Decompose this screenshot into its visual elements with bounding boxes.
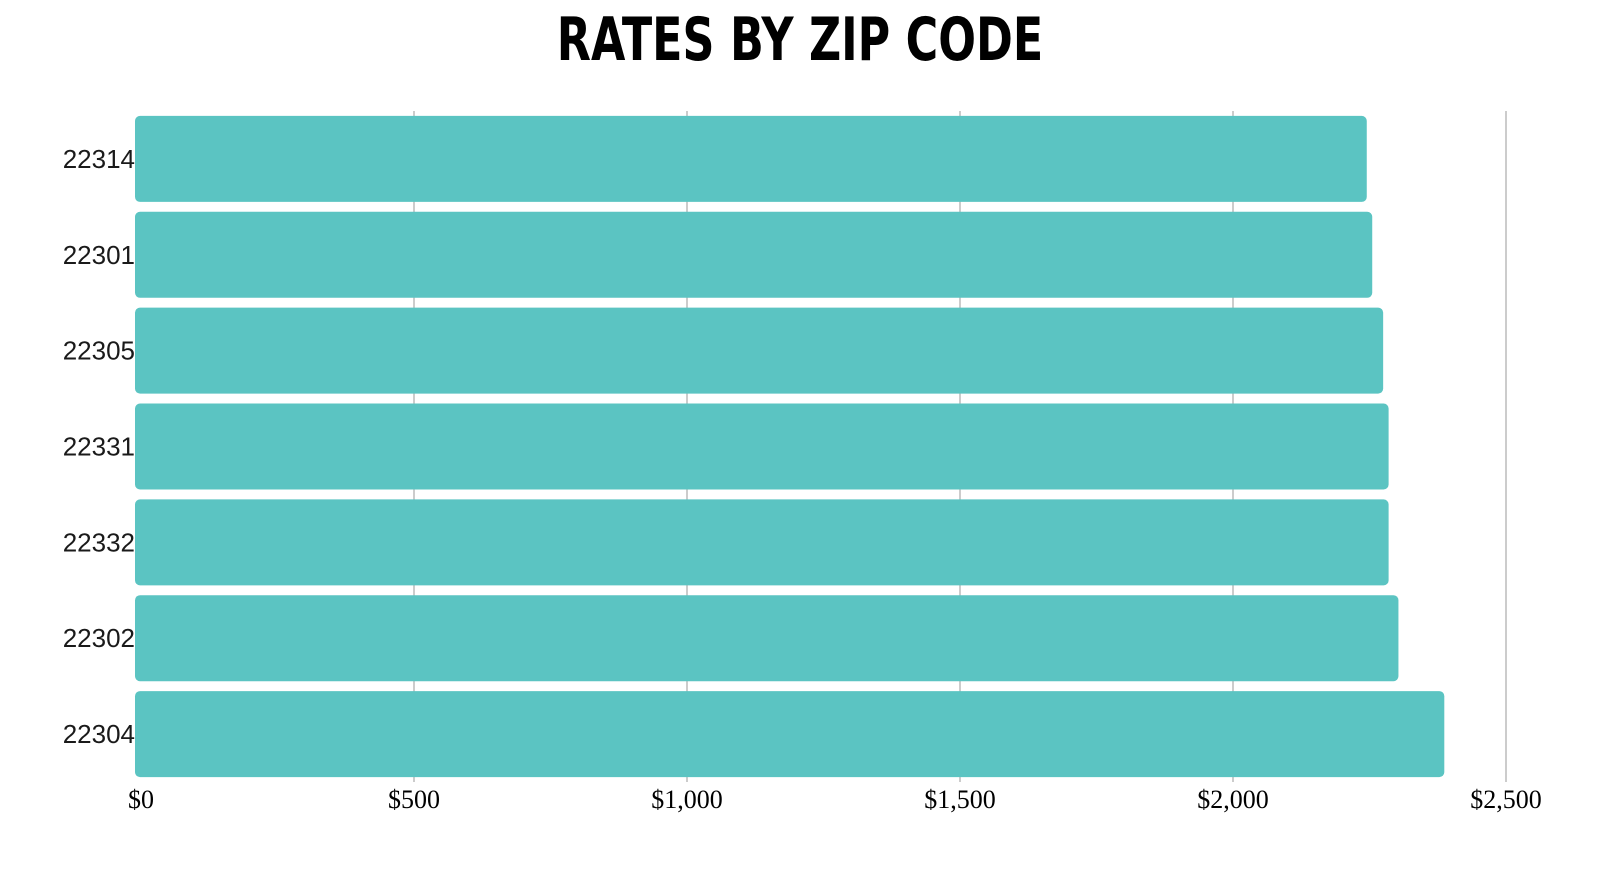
x-axis-ticks: $0 $500 $1,000 $1,500 $2,000 $2,500 xyxy=(128,785,1542,814)
bar-22314 xyxy=(135,115,1367,202)
category-label: 22314 xyxy=(63,144,135,174)
category-label: 22332 xyxy=(63,527,135,557)
x-tick-label: $2,500 xyxy=(1470,785,1542,814)
x-tick-label: $500 xyxy=(388,785,440,814)
category-label: 22302 xyxy=(63,623,135,653)
x-tick-label: $2,000 xyxy=(1197,785,1269,814)
bar-22304 xyxy=(135,691,1445,778)
category-label: 22331 xyxy=(63,432,135,462)
x-tick-label: $1,500 xyxy=(924,785,996,814)
category-label: 22301 xyxy=(63,240,135,270)
bar-22305 xyxy=(135,307,1384,394)
category-label: 22305 xyxy=(63,336,135,366)
category-labels: 22314 22301 22305 22331 22332 22302 22304 xyxy=(63,144,135,749)
bar-22332 xyxy=(135,499,1389,586)
chart-title: RATES BY ZIP CODE xyxy=(556,5,1044,75)
bar-22301 xyxy=(135,211,1373,298)
x-tick-label: $1,000 xyxy=(651,785,723,814)
category-label: 22304 xyxy=(63,719,135,749)
x-tick-label: $0 xyxy=(128,785,154,814)
bars xyxy=(135,115,1445,778)
bar-22331 xyxy=(135,403,1389,490)
bar-22302 xyxy=(135,595,1399,682)
